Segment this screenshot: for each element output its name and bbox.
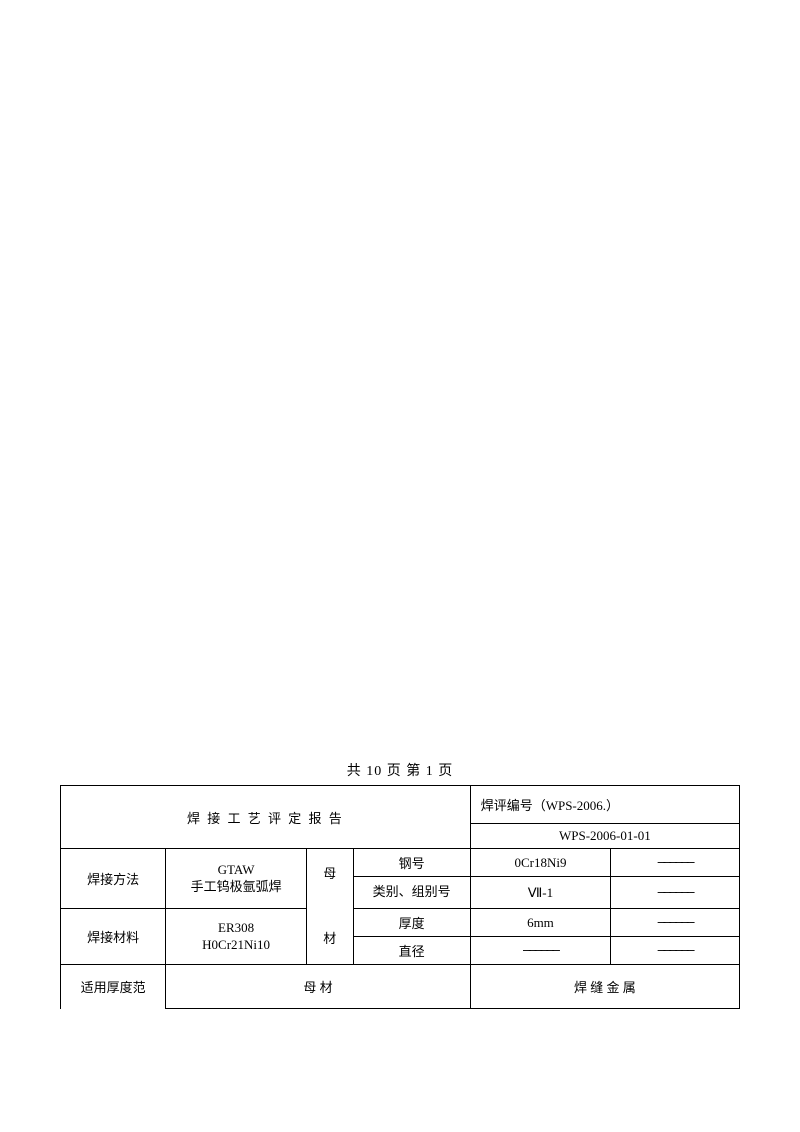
method-label: 焊接方法 — [61, 849, 166, 909]
class-dash: —————— — [611, 877, 740, 909]
diameter-dash: —————— — [611, 937, 740, 965]
welding-report-table: 焊 接 工 艺 评 定 报 告 焊评编号（WPS-2006.） WPS-2006… — [60, 785, 740, 1009]
steel-dash: —————— — [611, 849, 740, 877]
material-label: 焊接材料 — [61, 909, 166, 965]
diameter-label: 直径 — [353, 937, 470, 965]
document-table-section: 共 10 页 第 1 页 焊 接 工 艺 评 定 报 告 焊评编号（WPS-20… — [60, 760, 740, 1009]
class-label: 类别、组别号 — [353, 877, 470, 909]
thickness-value: 6mm — [470, 909, 610, 937]
steel-value: 0Cr18Ni9 — [470, 849, 610, 877]
report-title: 焊 接 工 艺 评 定 报 告 — [61, 786, 471, 849]
range-label: 适用厚度范 — [61, 965, 166, 1009]
page-info: 共 10 页 第 1 页 — [60, 760, 740, 780]
mother-material-header: 母 材 — [166, 965, 470, 1009]
material-value: ER308 H0Cr21Ni10 — [166, 909, 306, 965]
class-value: Ⅶ-1 — [470, 877, 610, 909]
thickness-label: 厚度 — [353, 909, 470, 937]
weld-metal-header: 焊 缝 金 属 — [470, 965, 739, 1009]
diameter-value: —————— — [470, 937, 610, 965]
code-value: WPS-2006-01-01 — [470, 824, 739, 849]
code-label: 焊评编号（WPS-2006.） — [470, 786, 739, 824]
mother-material-label: 母 材 — [306, 849, 353, 965]
thickness-dash: —————— — [611, 909, 740, 937]
method-value: GTAW 手工钨极氩弧焊 — [166, 849, 306, 909]
steel-label: 钢号 — [353, 849, 470, 877]
